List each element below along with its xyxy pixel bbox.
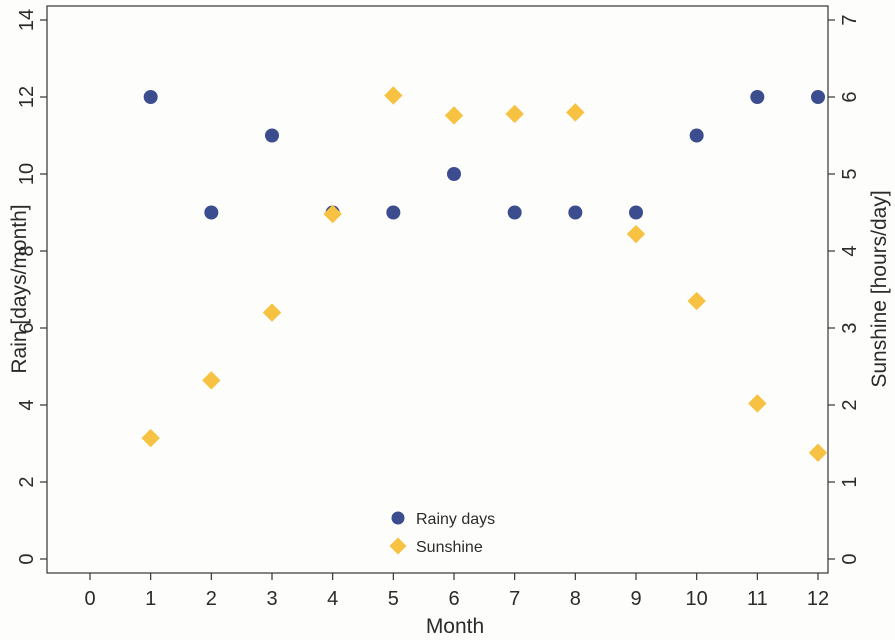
x-tick-label: 1 — [145, 588, 156, 610]
sunshine-point — [323, 204, 342, 224]
y-right-axis-ticks: 0 1 2 3 4 5 6 7 — [828, 14, 861, 565]
y-right-tick-label: 3 — [839, 322, 861, 333]
sunshine-point — [262, 303, 282, 322]
x-tick-label: 4 — [327, 588, 338, 610]
x-tick-label: 9 — [630, 588, 641, 610]
y-left-tick-label: 6 — [16, 322, 38, 333]
sunshine-point — [566, 103, 585, 122]
y-right-tick-label: 4 — [839, 245, 861, 256]
rainy-days-point — [507, 205, 522, 220]
legend-label-rainy-days: Rainy days — [416, 511, 495, 528]
rainy-days-point — [143, 90, 158, 104]
y-right-axis-title: Sunshine [hours/day] — [868, 190, 891, 387]
rainy-days-point — [629, 205, 643, 220]
y-left-axis-title: Rain [days/month] — [8, 204, 31, 373]
y-left-tick-label: 2 — [16, 476, 38, 487]
sunshine-point — [748, 394, 767, 413]
y-right-tick-label: 2 — [839, 399, 861, 410]
y-right-tick-label: 6 — [839, 91, 861, 102]
rainy-days-point — [386, 205, 401, 220]
plot-area — [46, 5, 829, 574]
rainy-days-point — [568, 205, 583, 220]
x-tick-label: 10 — [686, 588, 708, 610]
sunshine-point — [202, 371, 221, 390]
rainy-days-point — [265, 128, 279, 143]
x-axis-ticks: 0 1 2 3 4 5 6 7 8 9 10 11 12 — [84, 573, 829, 610]
rainy-days-point — [750, 90, 765, 104]
y-left-tick-label: 4 — [16, 399, 38, 410]
sunshine-point — [384, 86, 403, 105]
legend-marker-sunshine — [389, 537, 407, 555]
rainy-days-point — [689, 128, 704, 143]
y-right-tick-label: 7 — [839, 14, 861, 25]
legend: Rainy days Sunshine — [389, 511, 495, 556]
x-tick-label: 0 — [84, 588, 95, 610]
y-left-tick-label: 12 — [16, 86, 38, 108]
sunshine-point — [808, 443, 828, 462]
y-left-tick-label: 10 — [16, 163, 38, 185]
x-tick-label: 7 — [509, 588, 520, 610]
x-axis-title: Month — [426, 615, 484, 638]
series-layer — [141, 86, 828, 462]
sunshine-point — [444, 106, 464, 125]
x-tick-label: 3 — [266, 588, 277, 610]
legend-marker-rainy-days — [391, 511, 405, 525]
y-right-tick-label: 5 — [839, 168, 861, 179]
x-tick-label: 8 — [570, 588, 581, 610]
sunshine-point — [687, 291, 706, 311]
rainy-days-point — [447, 167, 461, 181]
y-left-tick-label: 8 — [16, 245, 38, 256]
y-right-tick-label: 0 — [839, 553, 861, 564]
sunshine-point — [626, 224, 646, 244]
x-tick-label: 11 — [747, 588, 768, 610]
rainy-days-point — [811, 90, 825, 104]
sunshine-point — [141, 428, 160, 448]
x-tick-label: 6 — [448, 588, 459, 610]
y-right-tick-label: 1 — [839, 476, 861, 487]
y-left-axis-ticks: 0 2 4 6 8 10 12 14 — [16, 9, 47, 565]
legend-label-sunshine: Sunshine — [416, 539, 483, 556]
x-tick-label: 12 — [807, 588, 829, 610]
x-tick-label: 2 — [206, 588, 217, 610]
y-left-tick-label: 0 — [16, 553, 38, 564]
rainy-days-point — [204, 205, 219, 220]
y-left-tick-label: 14 — [16, 9, 38, 31]
x-tick-label: 5 — [388, 588, 399, 610]
